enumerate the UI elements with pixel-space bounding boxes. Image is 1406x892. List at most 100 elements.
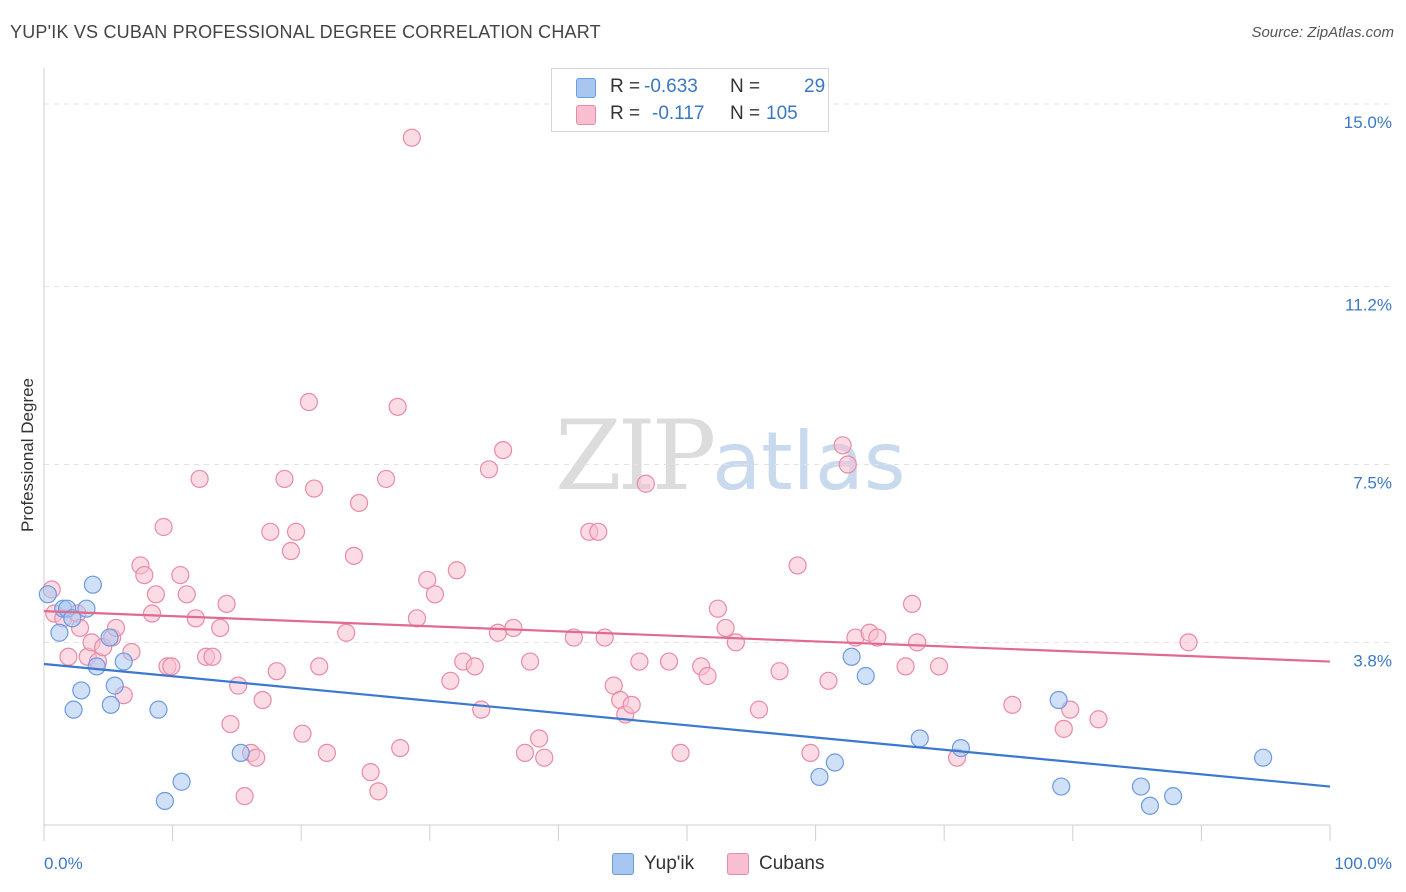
point-yupik <box>72 681 91 700</box>
bottom-legend-swatch-cubans <box>727 853 749 875</box>
point-cubans <box>770 662 789 681</box>
bottom-legend-label-cubans: Cubans <box>759 853 825 874</box>
point-cubans <box>1089 710 1108 729</box>
watermark-zip: ZIP <box>555 400 716 512</box>
y-tick-label: 11.2% <box>1345 296 1392 315</box>
point-cubans <box>504 618 523 638</box>
point-yupik <box>87 657 106 676</box>
legend-n-label: N = <box>730 76 761 97</box>
point-cubans <box>833 436 852 455</box>
bottom-legend-label-yupik: Yup'ik <box>644 853 695 874</box>
point-cubans <box>595 628 614 647</box>
chart-title: YUP'IK VS CUBAN PROFESSIONAL DEGREE CORR… <box>10 22 601 42</box>
point-cubans <box>535 748 554 767</box>
x-tick-label-start: 0.0% <box>44 854 83 873</box>
point-cubans <box>281 541 301 561</box>
point-cubans <box>203 647 222 666</box>
point-cubans <box>299 392 319 412</box>
point-cubans <box>698 666 717 686</box>
point-cubans <box>247 748 266 767</box>
point-cubans <box>391 738 410 758</box>
point-cubans <box>465 657 484 676</box>
point-cubans <box>304 479 324 498</box>
point-yupik <box>83 575 102 594</box>
point-yupik <box>1049 690 1068 710</box>
point-yupik <box>1131 777 1151 796</box>
point-cubans <box>162 657 181 676</box>
point-cubans <box>317 743 337 763</box>
legend-r-value: -0.633 <box>644 76 698 97</box>
bottom-legend-swatch-yupik <box>612 853 634 875</box>
legend-r-label: R = <box>610 76 641 97</box>
source-label: Source: ZipAtlas.com <box>1251 24 1394 41</box>
point-cubans <box>142 604 162 623</box>
point-cubans <box>402 128 421 147</box>
point-cubans <box>801 743 820 763</box>
point-yupik <box>155 791 174 811</box>
point-yupik <box>105 676 124 695</box>
point-yupik <box>1140 796 1160 815</box>
point-cubans <box>902 594 922 614</box>
point-cubans <box>530 729 549 748</box>
point-yupik <box>38 585 57 604</box>
point-yupik <box>231 743 250 763</box>
point-cubans <box>447 561 466 580</box>
point-cubans <box>310 657 329 676</box>
point-yupik <box>1254 748 1273 767</box>
point-cubans <box>868 628 887 647</box>
point-cubans <box>293 724 312 743</box>
point-cubans <box>267 662 286 681</box>
point-cubans <box>589 522 608 541</box>
point-cubans <box>630 652 649 671</box>
point-cubans <box>361 763 380 782</box>
point-yupik <box>810 767 829 787</box>
point-yupik <box>1164 787 1183 806</box>
point-cubans <box>494 440 513 460</box>
legend-r-label: R = <box>610 103 641 124</box>
point-cubans <box>154 517 173 537</box>
point-yupik <box>77 599 96 618</box>
point-cubans <box>716 618 735 638</box>
point-yupik <box>172 772 191 791</box>
point-cubans <box>472 700 491 719</box>
point-cubans <box>441 671 460 690</box>
legend-n-value: 29 <box>804 76 826 97</box>
point-cubans <box>425 585 445 604</box>
point-cubans <box>418 570 437 589</box>
point-cubans <box>708 599 727 618</box>
watermark-atlas: atlas <box>712 415 906 508</box>
legend-r-value: -0.117 <box>652 103 705 124</box>
point-cubans <box>344 546 364 565</box>
point-yupik <box>100 628 119 647</box>
point-cubans <box>369 782 388 801</box>
point-cubans <box>622 695 641 714</box>
legend-n-value: 105 <box>766 103 798 124</box>
point-cubans <box>908 633 927 652</box>
point-cubans <box>788 556 807 575</box>
point-yupik <box>842 647 861 666</box>
point-cubans <box>1179 633 1198 652</box>
point-cubans <box>135 565 154 585</box>
point-cubans <box>1003 695 1022 714</box>
point-yupik <box>63 609 82 628</box>
point-cubans <box>261 522 280 541</box>
point-cubans <box>1054 719 1073 738</box>
correlation-legend: R = -0.633 N = 29 R = -0.117 N = 105 <box>551 68 829 132</box>
point-yupik <box>1052 777 1071 796</box>
point-cubans <box>221 714 240 734</box>
point-cubans <box>229 676 248 695</box>
point-yupik <box>64 700 83 719</box>
point-cubans <box>659 652 679 671</box>
point-yupik <box>856 666 875 686</box>
legend-n-label: N = <box>730 103 761 124</box>
point-yupik <box>951 738 971 758</box>
y-tick-label: 7.5% <box>1353 474 1392 493</box>
point-cubans <box>749 700 769 719</box>
point-yupik <box>114 652 133 671</box>
point-cubans <box>146 585 165 604</box>
point-cubans <box>376 469 396 489</box>
point-cubans <box>515 743 535 763</box>
point-yupik <box>910 729 929 748</box>
legend-swatch-cubans <box>576 105 596 125</box>
point-cubans <box>177 585 196 604</box>
